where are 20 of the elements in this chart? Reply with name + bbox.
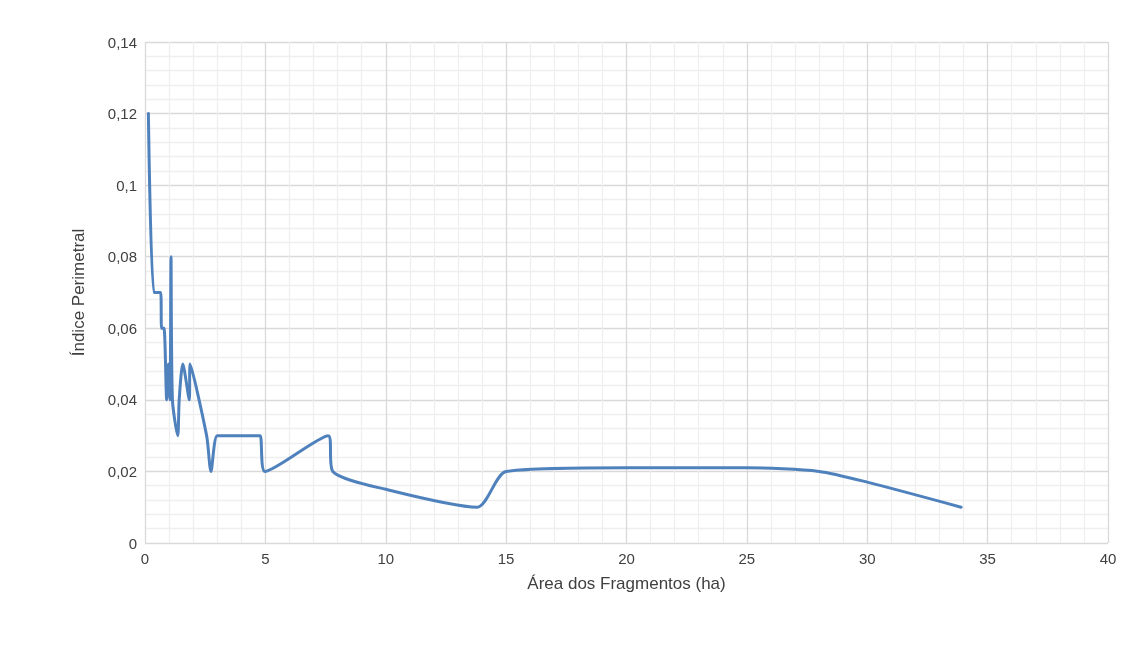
y-tick-label: 0,1 [116, 176, 137, 194]
x-tick-label: 35 [979, 550, 996, 567]
y-tick-label: 0,02 [107, 462, 137, 480]
x-tick-label: 15 [497, 550, 515, 567]
y-tick-label: 0,04 [107, 391, 137, 409]
x-tick-label: 5 [261, 550, 270, 567]
x-tick-label: 25 [738, 550, 756, 567]
x-tick-label: 20 [618, 550, 635, 567]
y-tick-label: 0,06 [107, 319, 137, 337]
y-tick-label: 0,08 [107, 248, 137, 266]
x-tick-label: 40 [1099, 550, 1117, 567]
x-tick-label: 0 [140, 550, 150, 567]
x-axis-title: Área dos Fragmentos (ha) [527, 574, 726, 593]
x-tick-label: 10 [377, 550, 395, 567]
y-tick-label: 0,14 [107, 33, 137, 51]
y-tick-label: 0 [128, 534, 137, 552]
y-tick-label: 0,12 [107, 105, 137, 123]
y-axis-title: Índice Perimetral [69, 228, 88, 357]
x-tick-label: 30 [858, 550, 876, 567]
line-series [146, 112, 963, 509]
